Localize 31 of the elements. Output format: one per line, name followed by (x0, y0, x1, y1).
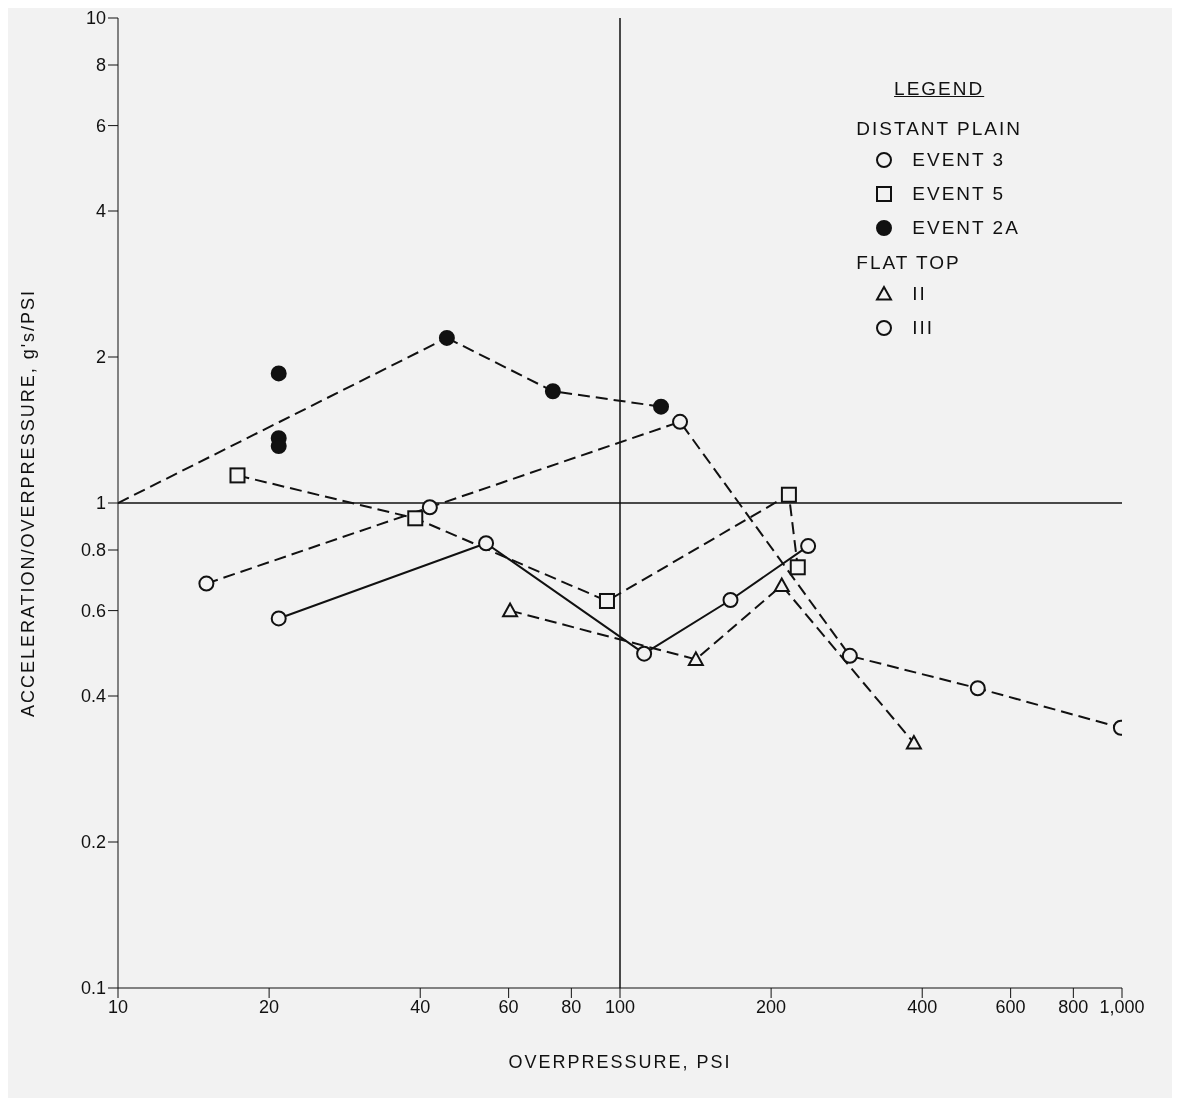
x-tick-label: 100 (604, 996, 636, 1017)
x-tick-label: 600 (995, 996, 1026, 1017)
y-tick-label: 0.8 (80, 540, 106, 561)
y-tick-label: 10 (85, 8, 106, 29)
y-tick-label: 6 (95, 115, 106, 136)
x-tick-label: 200 (756, 996, 787, 1017)
legend-title: LEGEND (893, 78, 986, 100)
legend-label: EVENT 5 (912, 183, 1006, 205)
y-tick-label: 0.4 (80, 686, 106, 707)
legend-label: II (912, 283, 927, 305)
legend-label: III (912, 317, 935, 339)
y-tick-label: 0.1 (80, 978, 106, 999)
y-axis-title: ACCELERATION/OVERPRESSURE, g's/PSI (18, 288, 39, 718)
x-tick-label: 800 (1058, 996, 1089, 1017)
x-axis-title: OVERPRESSURE, PSI (508, 1052, 732, 1072)
x-tick-label: 1,000 (1099, 996, 1145, 1017)
annotation: DISTANT PLAIN (856, 118, 1022, 140)
legend-label: EVENT 2A (912, 217, 1020, 239)
y-tick-label: 4 (95, 201, 106, 222)
x-tick-label: 20 (259, 996, 280, 1017)
x-tick-label: 40 (410, 996, 431, 1017)
x-tick-label: 80 (561, 996, 582, 1017)
y-tick-label: 8 (95, 55, 106, 76)
x-tick-label: 400 (907, 996, 938, 1017)
annotation: FLAT TOP (856, 252, 962, 274)
y-tick-label: 0.2 (80, 832, 106, 853)
x-tick-label: 60 (498, 996, 519, 1017)
y-tick-label: 0.6 (80, 600, 106, 621)
y-tick-label: 2 (95, 347, 106, 368)
legend-label: EVENT 3 (912, 149, 1006, 171)
y-tick-label: 1 (95, 493, 106, 514)
